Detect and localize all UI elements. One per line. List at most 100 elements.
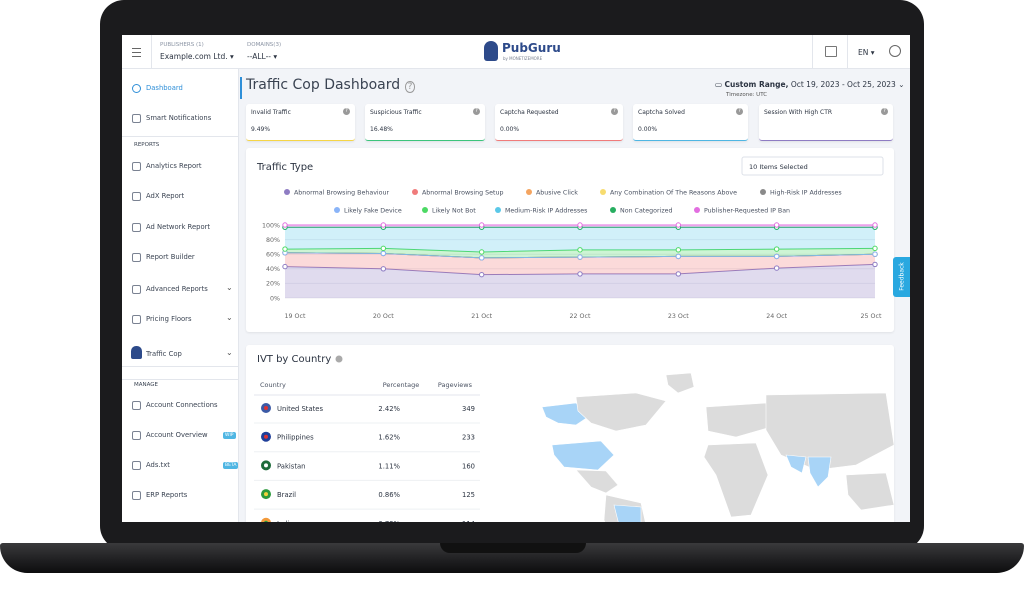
icon <box>132 223 141 232</box>
map-region <box>765 392 895 471</box>
metric-label: Captcha Requested <box>500 109 559 116</box>
pageviews: 125 <box>462 491 475 499</box>
metric-card: Invalid Traffic? 9.49% <box>246 104 355 141</box>
flag-detail <box>264 492 268 497</box>
legend-label: Publisher-Requested IP Ban <box>704 207 790 214</box>
metric-value: 9.49% <box>251 126 271 133</box>
x-tick-label: 20 Oct <box>373 313 394 320</box>
map-region <box>575 392 667 432</box>
screen: PUBLISHERS (1) Example.com Ltd. ▾ DOMAIN… <box>122 35 910 522</box>
country: Brazil <box>277 491 296 499</box>
nav-item[interactable]: Report Builder <box>146 253 195 261</box>
menu-button[interactable] <box>132 48 141 57</box>
point <box>773 246 780 252</box>
icon <box>132 162 141 171</box>
help-icon: ? <box>343 108 350 115</box>
legend-marker <box>422 207 428 213</box>
x-tick-label: 21 Oct <box>471 313 492 320</box>
publisher: Example.com Ltd. <box>160 52 228 61</box>
publisher-select[interactable]: Example.com Ltd. ▾ <box>160 52 234 61</box>
nav-item[interactable]: Advanced Reports <box>146 285 208 293</box>
point <box>577 271 583 277</box>
range-label: Custom Range, <box>724 80 789 89</box>
nav-item[interactable]: Pricing Floors <box>146 315 192 323</box>
domains-label: DOMAINS(3) <box>247 42 282 48</box>
map-region <box>575 469 619 494</box>
country: Pakistan <box>277 462 305 470</box>
nav-item[interactable]: Analytics Report <box>146 162 202 170</box>
metric-label: Session With High CTR <box>764 109 833 116</box>
nav-item[interactable]: AdX Report <box>146 192 185 200</box>
selector[interactable] <box>741 156 884 176</box>
nav-item[interactable]: Account Overview <box>146 431 208 439</box>
flag-detail <box>264 463 268 468</box>
map-region <box>785 454 807 474</box>
selector-text: 10 Items Selected <box>749 163 808 171</box>
point <box>380 222 387 228</box>
y-tick-label: 80% <box>266 237 280 244</box>
nav-item[interactable]: Account Connections <box>146 401 218 409</box>
legend-label: High-Risk IP Addresses <box>770 189 842 196</box>
legend-marker <box>412 189 418 195</box>
map-region <box>845 472 895 511</box>
icon <box>132 114 141 123</box>
section-heading: MANAGE <box>134 382 159 388</box>
percentage: 0.79% <box>378 520 400 522</box>
point <box>675 222 682 228</box>
divider <box>122 136 238 137</box>
point <box>380 250 387 257</box>
user-icon[interactable] <box>889 45 901 57</box>
point <box>282 246 288 252</box>
divider <box>122 379 238 380</box>
legend-label: Non Categorized <box>620 207 673 214</box>
publishers-label: PUBLISHERS (1) <box>160 42 204 48</box>
flag <box>261 517 271 522</box>
nav-item[interactable]: Ads.txt <box>146 461 170 469</box>
legend-marker <box>526 189 532 195</box>
legend-label: Medium-Risk IP Addresses <box>505 207 587 214</box>
legend-marker <box>694 207 700 213</box>
gift-icon[interactable] <box>825 46 837 57</box>
nav-item[interactable]: ERP Reports <box>146 491 188 499</box>
percentage: 0.86% <box>378 491 400 499</box>
sidebar: Dashboard Smart Notifications REPORTS Tr… <box>122 69 239 522</box>
feedback-tab[interactable]: Feedback <box>893 257 910 297</box>
metric-value: 0.00% <box>638 126 658 133</box>
column-header: Country <box>260 381 286 389</box>
traffic-type-chart: Traffic Type 10 Items Selected Abnormal Br… <box>256 156 884 320</box>
range: Oct 19, 2023 - Oct 25, 2023 <box>790 80 896 89</box>
y-tick-label: 20% <box>266 281 280 288</box>
nav-item[interactable]: Dashboard <box>146 84 183 92</box>
y-tick-label: 60% <box>266 252 280 259</box>
point <box>773 253 780 260</box>
point <box>577 254 583 260</box>
nav-item[interactable]: Traffic Cop <box>146 350 182 358</box>
map-region <box>807 456 832 488</box>
top-bar: PUBLISHERS (1) Example.com Ltd. ▾ DOMAIN… <box>122 35 910 69</box>
nav-item[interactable]: Smart Notifications <box>146 114 212 122</box>
area-band <box>285 227 875 253</box>
page-title: Traffic Cop Dashboard ? <box>246 77 416 93</box>
ivt-by-country: IVT by Country Country Percentage Pageviews… <box>254 354 895 522</box>
nav-item[interactable]: Ad Network Report <box>146 223 211 231</box>
legend-marker <box>495 207 501 213</box>
percentage: 1.11% <box>378 462 400 470</box>
flag-detail <box>264 520 268 522</box>
date-range[interactable]: ▭ Custom Range, Oct 19, 2023 - Oct 25, 2… <box>715 80 905 89</box>
badge: BETA <box>223 462 239 469</box>
point <box>872 245 878 252</box>
map-region <box>613 504 642 522</box>
language-select[interactable]: EN ▾ <box>858 48 875 57</box>
point <box>478 249 485 255</box>
logo-sub: by MONETIZEMORE <box>503 56 543 61</box>
column-header: Percentage <box>383 381 420 389</box>
point <box>478 271 485 278</box>
point <box>478 255 485 261</box>
legend-marker <box>334 207 340 213</box>
metric-card: Suspicious Traffic? 16.48% <box>365 104 485 141</box>
icon <box>132 491 141 500</box>
domain-select[interactable]: --ALL-- ▾ <box>247 52 278 61</box>
point <box>773 265 780 271</box>
country: India <box>277 520 294 522</box>
